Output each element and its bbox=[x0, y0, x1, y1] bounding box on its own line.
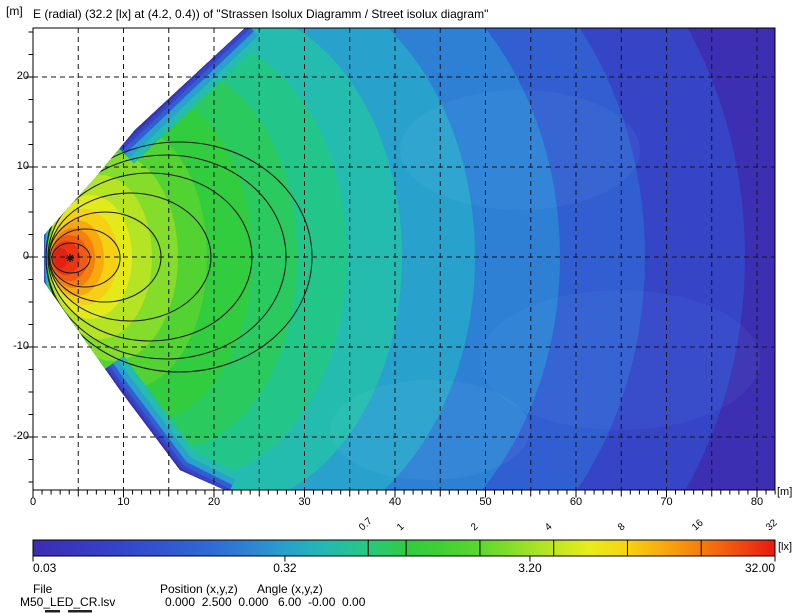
colorbar-scale-label: 32.00 bbox=[744, 561, 775, 575]
colorbar-scale-label: 3.20 bbox=[518, 561, 542, 575]
y-axis-unit-label: [m] bbox=[6, 4, 23, 18]
colorbar-gradient bbox=[32, 539, 776, 557]
file-label: File bbox=[33, 582, 53, 596]
plot-frame bbox=[32, 27, 776, 491]
illuminance-bands bbox=[44, 28, 760, 490]
x-axis-unit-label: [m] bbox=[777, 486, 793, 498]
colorbar-unit-label: [lx] bbox=[778, 541, 793, 553]
colorbar-scale-label: 0.32 bbox=[273, 561, 297, 575]
max-point-marker bbox=[66, 254, 74, 262]
x-tick-label: 50 bbox=[479, 496, 492, 508]
colorbar-level-dividers bbox=[367, 540, 702, 556]
x-tick-label: 30 bbox=[298, 496, 311, 508]
colorbar-scale-label: 0.03 bbox=[33, 561, 57, 575]
y-tick-label: 10 bbox=[16, 160, 29, 172]
x-tick-label: 70 bbox=[660, 496, 673, 508]
x-tick-label: 20 bbox=[207, 496, 221, 508]
y-tick-label: 20 bbox=[16, 70, 29, 82]
x-tick-label: 10 bbox=[117, 496, 130, 508]
statusbar-clipped-row bbox=[45, 610, 92, 613]
x-tick-label: 80 bbox=[750, 496, 764, 508]
position-value: 0.000 2.500 0.000 bbox=[165, 595, 269, 609]
y-tick-label: -10 bbox=[13, 340, 29, 352]
angle-value: 6.00 -0.00 0.00 bbox=[278, 595, 366, 609]
x-tick-label: 40 bbox=[388, 496, 402, 508]
isolux-map[interactable] bbox=[43, 0, 775, 613]
angle-label: Angle (x,y,z) bbox=[257, 582, 323, 596]
chart-title: E (radial) (32.2 [lx] at (4.2, 0.4)) of … bbox=[33, 7, 489, 21]
x-tick-label: 60 bbox=[569, 496, 583, 508]
axis-ticks bbox=[25, 31, 776, 498]
position-label: Position (x,y,z) bbox=[160, 582, 238, 596]
gridlines bbox=[33, 28, 775, 490]
colorbar-ticks bbox=[32, 556, 776, 562]
x-tick-label: 0 bbox=[29, 496, 37, 508]
y-tick-label: 0 bbox=[22, 250, 29, 262]
file-value: M50_LED_CR.lsv bbox=[20, 595, 116, 609]
y-tick-label: -20 bbox=[13, 430, 29, 442]
